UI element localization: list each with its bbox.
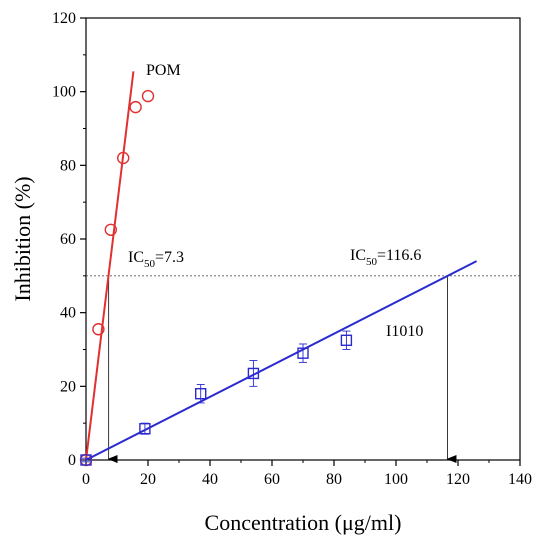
- x-tick-label: 100: [384, 471, 408, 488]
- y-tick-label: 40: [60, 305, 76, 322]
- ic50-i1010-label-base: IC: [350, 247, 366, 264]
- x-tick-label: 120: [446, 471, 470, 488]
- y-tick-label: 60: [60, 231, 76, 248]
- x-tick-label: 80: [326, 471, 342, 488]
- i1010-point: [340, 334, 353, 346]
- i1010-point: [247, 367, 260, 380]
- i1010-point: [80, 454, 92, 466]
- x-tick-label: 20: [140, 471, 156, 488]
- y-tick-label: 80: [60, 157, 76, 174]
- y-tick-label: 0: [68, 452, 76, 469]
- pom-fit-line: [85, 71, 135, 461]
- ic50-pom-label: IC50=7.3: [128, 249, 184, 270]
- plot-area: [85, 17, 521, 461]
- ic50-i1010-label: IC50=116.6: [350, 247, 421, 268]
- i1010-points: [80, 334, 353, 466]
- y-tick-label: 120: [52, 10, 76, 27]
- ic50-pom-label-value: =7.3: [155, 249, 184, 266]
- ic50-arrows: [107, 275, 457, 463]
- pom-point: [129, 100, 142, 114]
- x-tick-label: 60: [264, 471, 280, 488]
- pom-point: [141, 89, 155, 103]
- pom-label: POM: [146, 62, 181, 79]
- ic50-pom-label-sub: 50: [144, 258, 156, 270]
- x-tick-label: 140: [508, 471, 532, 488]
- i1010-point: [297, 347, 309, 359]
- ic50-i1010-label-sub: 50: [366, 256, 378, 268]
- ic50-i1010-label-value: =116.6: [377, 247, 421, 264]
- i1010-point: [139, 422, 151, 435]
- pom-point: [116, 151, 130, 165]
- i1010-label: I1010: [386, 323, 423, 340]
- y-tick-label: 100: [52, 84, 76, 101]
- y-axis: 0 20 40 60 80 100 120: [52, 10, 86, 469]
- x-tick-label: 0: [82, 471, 90, 488]
- ic50-pom-label-base: IC: [128, 249, 144, 266]
- x-tick-label: 40: [202, 471, 218, 488]
- plot-frame: [85, 17, 521, 461]
- x-axis: 0 20 40 60 80 100 120 140: [82, 460, 532, 488]
- i1010-point: [194, 388, 207, 400]
- pom-point: [92, 323, 105, 336]
- y-tick-label: 20: [60, 378, 76, 395]
- i1010-fit-line: [85, 260, 478, 461]
- pom-point: [104, 223, 118, 236]
- x-axis-title: Concentration (μg/ml): [205, 510, 402, 535]
- y-axis-title: Inhibition (%): [10, 176, 35, 301]
